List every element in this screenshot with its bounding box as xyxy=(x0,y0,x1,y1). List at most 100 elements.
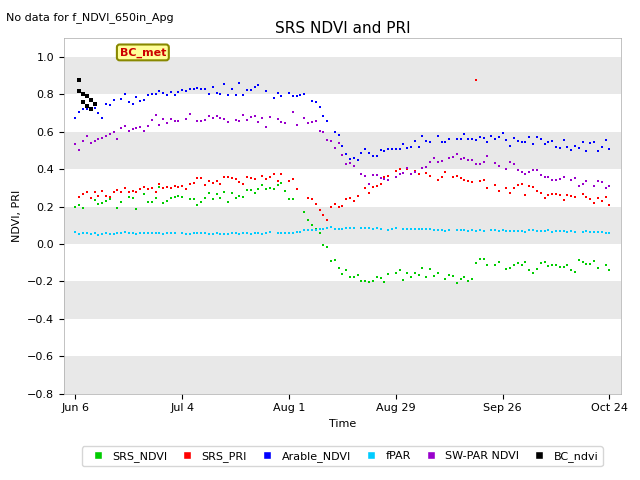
Point xyxy=(74,108,84,115)
Point xyxy=(291,93,301,100)
Point xyxy=(475,160,485,168)
Point xyxy=(555,191,565,198)
Point xyxy=(318,112,328,120)
Point xyxy=(593,147,603,155)
Point xyxy=(246,174,256,181)
Point xyxy=(356,224,367,231)
Point xyxy=(448,153,458,161)
Point xyxy=(501,184,511,192)
Point xyxy=(295,91,305,99)
Point xyxy=(193,174,203,182)
Point xyxy=(158,199,168,206)
Point xyxy=(246,186,256,193)
Point xyxy=(444,271,454,278)
Point xyxy=(307,118,317,126)
Point xyxy=(394,266,404,274)
Point xyxy=(532,228,542,235)
Point xyxy=(93,135,104,143)
Point xyxy=(555,175,565,183)
Point xyxy=(227,190,237,197)
Point xyxy=(269,185,279,193)
Point xyxy=(536,259,546,267)
Point xyxy=(456,155,466,162)
Title: SRS NDVI and PRI: SRS NDVI and PRI xyxy=(275,21,410,36)
Point xyxy=(154,87,164,95)
Point xyxy=(261,175,271,183)
Point xyxy=(501,136,511,144)
Point xyxy=(288,175,298,182)
Point xyxy=(181,230,191,238)
Point xyxy=(230,229,241,237)
Point xyxy=(288,108,298,116)
Point xyxy=(444,155,454,162)
Point xyxy=(250,83,260,91)
Point xyxy=(467,135,477,143)
Point xyxy=(596,178,607,186)
Point xyxy=(166,228,176,236)
Point xyxy=(284,177,294,185)
Point xyxy=(471,136,481,144)
Point xyxy=(436,138,447,146)
Point xyxy=(559,196,569,204)
Point xyxy=(566,176,577,184)
Point xyxy=(196,85,207,93)
Point xyxy=(581,260,591,268)
Point xyxy=(291,185,301,193)
Point xyxy=(463,227,474,234)
Point xyxy=(555,228,565,235)
Point xyxy=(147,229,157,237)
Point xyxy=(540,228,550,235)
Point xyxy=(150,188,161,196)
Point xyxy=(131,189,141,196)
Point xyxy=(70,204,81,211)
Point xyxy=(170,229,180,237)
Point xyxy=(82,105,92,112)
Point xyxy=(139,128,149,135)
Point xyxy=(173,183,184,191)
Point xyxy=(520,191,531,199)
Point xyxy=(93,192,104,200)
Point xyxy=(516,168,527,176)
Point xyxy=(493,133,504,141)
Point xyxy=(490,159,500,167)
Text: No data for f_NDVI_650in_Apg: No data for f_NDVI_650in_Apg xyxy=(6,12,174,23)
Point xyxy=(307,97,317,105)
Point xyxy=(101,229,111,237)
Point xyxy=(456,226,466,234)
Point xyxy=(257,181,268,189)
Point xyxy=(166,194,176,202)
Point xyxy=(585,228,595,236)
Point xyxy=(440,227,451,234)
Point xyxy=(532,187,542,195)
Point xyxy=(131,230,141,238)
Point xyxy=(341,160,351,168)
Point xyxy=(524,182,534,190)
Point xyxy=(475,226,485,234)
Point xyxy=(108,129,118,136)
Point xyxy=(181,87,191,95)
Point xyxy=(390,168,401,175)
Point xyxy=(589,257,599,265)
Point xyxy=(131,205,141,213)
Point xyxy=(250,229,260,237)
Point xyxy=(360,224,371,232)
Point xyxy=(227,174,237,181)
Point xyxy=(93,201,104,208)
Point xyxy=(269,94,279,102)
Point xyxy=(585,195,595,203)
Point xyxy=(501,165,511,172)
Point xyxy=(314,127,324,135)
Point xyxy=(303,227,313,234)
Point xyxy=(105,101,115,109)
Point xyxy=(314,103,324,110)
Point xyxy=(139,96,149,104)
Point xyxy=(551,176,561,184)
Point xyxy=(482,262,492,269)
Point xyxy=(581,177,591,185)
Point xyxy=(299,227,309,234)
Point xyxy=(589,200,599,207)
Point xyxy=(276,180,287,187)
Point xyxy=(269,170,279,178)
Point xyxy=(551,228,561,235)
Point xyxy=(189,179,199,187)
